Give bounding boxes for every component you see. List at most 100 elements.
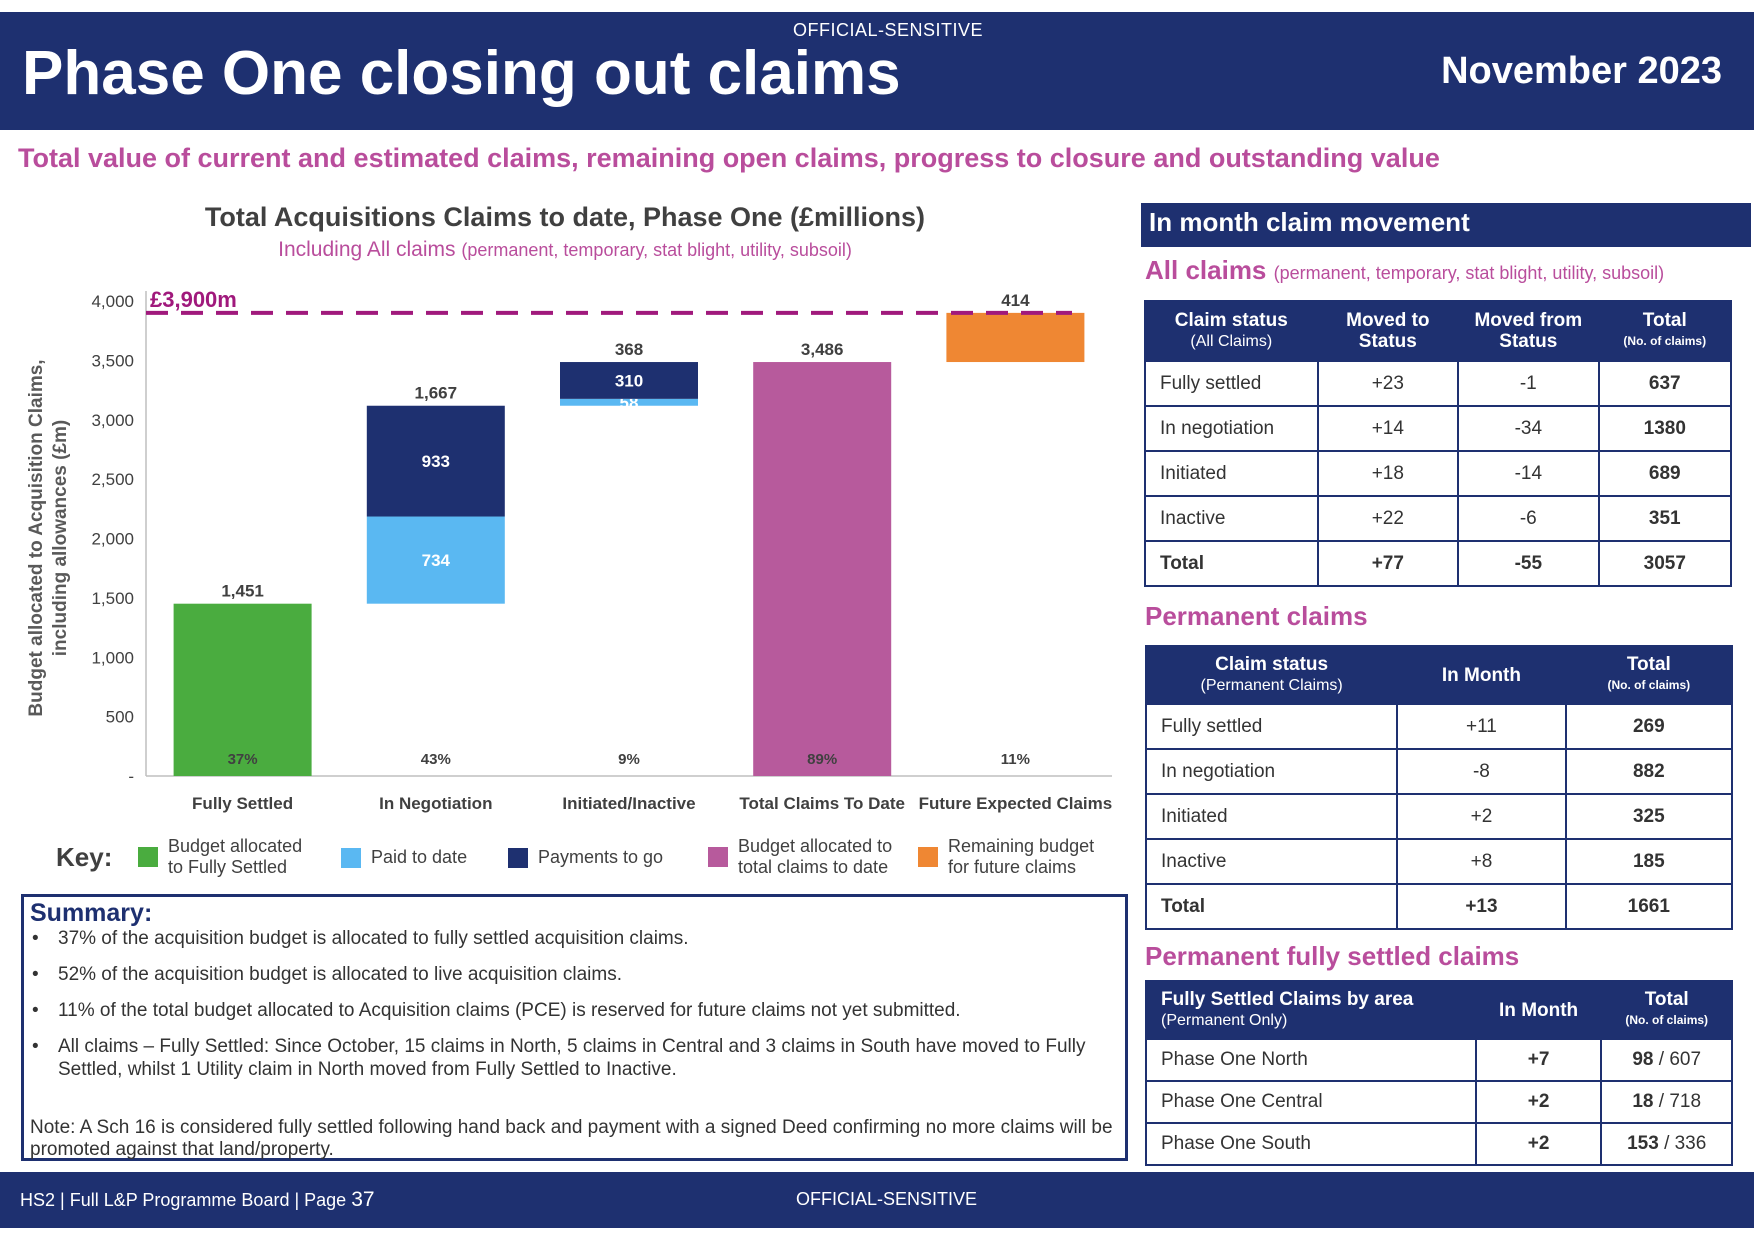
key-item-payments-to-go: Payments to go <box>508 847 663 868</box>
key-swatch-orange <box>918 847 938 867</box>
chart-subtitle-detail: (permanent, temporary, stat blight, util… <box>461 240 852 260</box>
percentage-label: 11% <box>1001 751 1030 768</box>
bar-segment <box>560 362 698 399</box>
summary-bullet: 37% of the acquisition budget is allocat… <box>30 927 1119 950</box>
chart-title: Total Acquisitions Claims to date, Phase… <box>204 202 926 232</box>
page-title: Phase One closing out claims <box>22 39 901 108</box>
segment-label: 734 <box>422 551 451 570</box>
key-item-remaining-budget: Remaining budget for future claims <box>918 836 1094 878</box>
chart-key: Key: Budget allocated to Fully Settled Pa… <box>56 836 1116 880</box>
summary-box: Summary: 37% of the acquisition budget i… <box>21 894 1128 1161</box>
summary-list: 37% of the acquisition budget is allocat… <box>30 927 1119 1081</box>
bar-total-label: 3,486 <box>801 340 844 359</box>
summary-note: Note: A Sch 16 is considered fully settl… <box>30 1117 1113 1160</box>
table-row: Phase One Central +2 18 / 718 <box>1145 1080 1733 1124</box>
summary-title: Summary: <box>30 899 153 927</box>
summary-bullet: 11% of the total budget allocated to Acq… <box>30 999 1119 1022</box>
bar-total-label: 414 <box>1001 291 1030 310</box>
percentage-label: 9% <box>618 751 640 768</box>
table-header-row: Fully Settled Claims by area (Permanent O… <box>1145 980 1733 1040</box>
table-total-row: Total +13 1661 <box>1144 883 1734 930</box>
column-header: Moved from Status <box>1457 300 1600 362</box>
page-number: 37 <box>351 1188 375 1211</box>
table-row: Initiated +2 325 <box>1144 793 1734 840</box>
y-tick-label: 4,000 <box>91 292 134 311</box>
column-header: Claim status (Permanent Claims) <box>1144 645 1399 705</box>
table-row: Phase One North +7 98 / 607 <box>1145 1038 1733 1082</box>
fully-settled-area-table: Fully Settled Claims by area (Permanent O… <box>1145 980 1733 1166</box>
page-subtitle: Total value of current and estimated cla… <box>18 143 1440 173</box>
x-category-label: Future Expected Claims <box>919 794 1113 813</box>
bar-total-label: 368 <box>615 340 643 359</box>
table-row: In negotiation -8 882 <box>1144 748 1734 795</box>
x-category-label: Initiated/Inactive <box>562 794 695 813</box>
key-item-text: Payments to go <box>538 847 664 867</box>
key-swatch-pink <box>708 847 728 867</box>
all-claims-heading: All claims (permanent, temporary, stat b… <box>1145 255 1665 285</box>
x-category-label: Total Claims To Date <box>739 794 905 813</box>
percentage-label: 37% <box>228 751 258 768</box>
column-header: Total (No. of claims) <box>1600 980 1733 1040</box>
bar-total-label: 1,667 <box>415 384 458 403</box>
key-item-text: Budget allocated to Fully Settled <box>168 836 303 877</box>
all-claims-table: Claim status (All Claims) Moved to Status… <box>1144 300 1733 587</box>
table-row: Phase One South +2 153 / 336 <box>1145 1122 1733 1166</box>
table-row: Fully settled +23 -1 637 <box>1144 360 1733 407</box>
bar-segment <box>560 398 698 406</box>
table-row: Fully settled +11 269 <box>1144 703 1734 750</box>
column-header: Total (No. of claims) <box>1597 300 1733 362</box>
y-tick-label: 2,500 <box>91 470 134 489</box>
table-header-row: Claim status (Permanent Claims) In Month … <box>1144 645 1734 705</box>
permanent-claims-heading: Permanent claims <box>1145 601 1368 631</box>
key-item-text: Remaining budget for future claims <box>948 836 1095 877</box>
column-header: In Month <box>1474 980 1603 1040</box>
table-header-row: Claim status (All Claims) Moved to Status… <box>1144 300 1733 362</box>
header-banner: OFFICIAL-SENSITIVE Phase One closing out… <box>0 12 1754 130</box>
key-swatch-navy <box>508 847 528 868</box>
segment-label: 310 <box>615 371 643 390</box>
key-item-total-claims: Budget allocated to total claims to date <box>708 836 892 878</box>
segment-label: 933 <box>422 452 450 471</box>
bar-segment <box>173 603 312 776</box>
classification-label: OFFICIAL-SENSITIVE <box>793 20 984 40</box>
fully-settled-heading: Permanent fully settled claims <box>1145 941 1520 971</box>
y-tick-label: 1,000 <box>91 648 134 667</box>
summary-bullet: 52% of the acquisition budget is allocat… <box>30 963 1119 986</box>
percentage-label: 43% <box>421 751 451 768</box>
x-category-label: Fully Settled <box>192 794 293 813</box>
bar-segment <box>946 312 1085 363</box>
bar-segment <box>366 516 505 604</box>
column-header: Fully Settled Claims by area (Permanent O… <box>1145 980 1477 1040</box>
key-item-text: Budget allocated to total claims to date <box>738 836 893 877</box>
key-label: Key: <box>56 842 113 872</box>
bar-total-label: 1,451 <box>221 582 264 601</box>
key-item-text: Paid to date <box>371 847 468 867</box>
column-header: In Month <box>1396 645 1567 705</box>
chart-subtitle-main: Including All claims <box>278 238 456 261</box>
column-header: Moved to Status <box>1316 300 1460 362</box>
y-tick-label: 500 <box>106 708 134 727</box>
budget-line-label: £3,900m <box>150 287 237 312</box>
movement-heading: In month claim movement <box>1141 203 1751 247</box>
y-axis-label: including allowances (£m) <box>50 420 71 657</box>
percentage-label: 89% <box>807 751 837 768</box>
y-tick-label: - <box>128 767 134 786</box>
footer-bar: HS2 | Full L&P Programme Board | Page 37… <box>0 1172 1754 1228</box>
column-header: Claim status (All Claims) <box>1144 300 1319 362</box>
footer-classification: OFFICIAL-SENSITIVE <box>796 1189 978 1209</box>
y-tick-label: 1,500 <box>91 589 134 608</box>
footer-page-info: HS2 | Full L&P Programme Board | Page 37 <box>20 1188 375 1211</box>
y-tick-label: 2,000 <box>91 530 134 549</box>
key-item-fully-settled: Budget allocated to Fully Settled <box>138 836 302 878</box>
permanent-claims-table: Claim status (Permanent Claims) In Month … <box>1144 645 1734 930</box>
table-row: Inactive +22 -6 351 <box>1144 495 1733 542</box>
summary-bullet: All claims – Fully Settled: Since Octobe… <box>30 1035 1119 1081</box>
table-row: In negotiation +14 -34 1380 <box>1144 405 1733 452</box>
y-axis-label: Budget allocated to Acquisition Claims, <box>26 359 47 716</box>
chart-subtitle: Including All claims (permanent, tempora… <box>0 238 1130 262</box>
waterfall-chart: - 500 1,000 1,500 2,000 2,500 3,000 3,500 4,000 B… <box>26 287 1113 813</box>
key-item-paid: Paid to date <box>341 847 467 868</box>
table-row: Initiated +18 -14 689 <box>1144 450 1733 497</box>
key-swatch-green <box>138 847 158 867</box>
table-row: Inactive +8 185 <box>1144 838 1734 885</box>
